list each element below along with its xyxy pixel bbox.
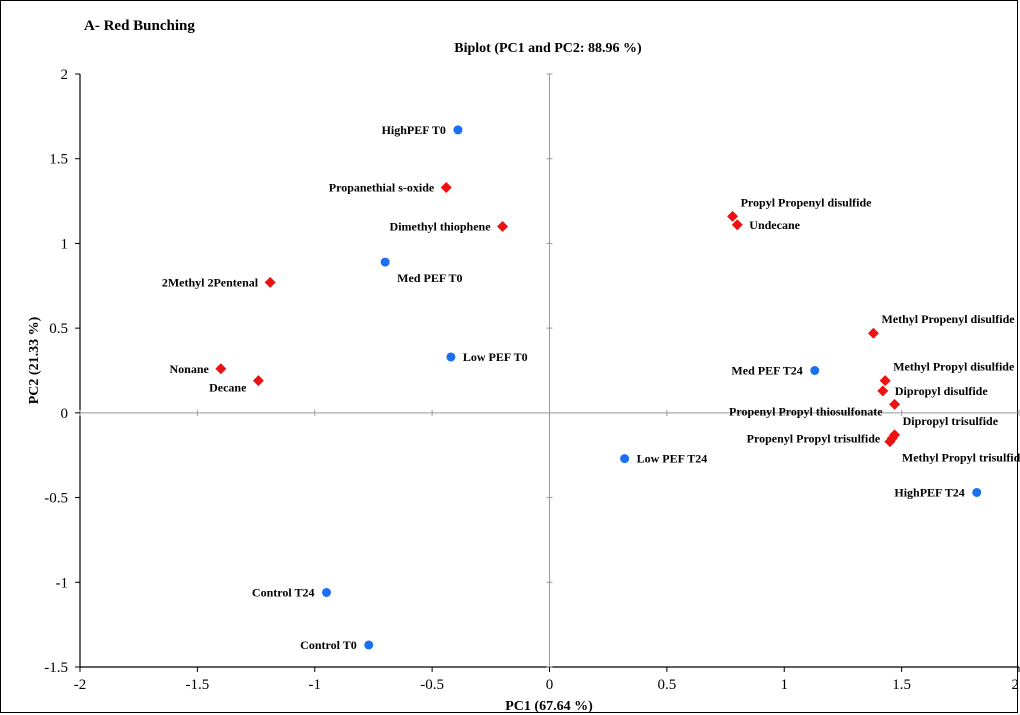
y-tick-label: -0.5: [44, 491, 68, 507]
x-tick-label: 2: [1012, 677, 1020, 693]
x-tick-label: -0.5: [420, 677, 444, 693]
x-tick-label: -1.5: [186, 677, 210, 693]
x-tick-label: 1.5: [892, 677, 911, 693]
variable-point: [727, 210, 739, 222]
variable-label: 2Methyl 2Pentenal: [162, 275, 259, 289]
y-axis-label: PC2 (21.33 %): [27, 316, 42, 404]
x-tick-label: 0.5: [658, 677, 677, 693]
variable-label: Dipropyl disulfide: [895, 384, 988, 398]
variable-point: [889, 398, 901, 410]
variable-label: Dipropyl trisulfide: [903, 414, 999, 428]
observation-label: Low PEF T0: [463, 350, 528, 364]
observation-label: Med PEF T0: [397, 271, 462, 285]
variable-label: Dimethyl thiophene: [390, 219, 492, 233]
variable-point: [731, 219, 743, 231]
variable-label: Decane: [209, 381, 247, 395]
observation-label: Control T24: [252, 585, 315, 599]
variable-point: [884, 436, 896, 448]
variable-point: [497, 220, 509, 232]
observation-point: [321, 587, 331, 597]
y-tick-label: 2: [61, 67, 69, 83]
observation-point: [380, 257, 390, 267]
variable-point: [877, 385, 889, 397]
x-axis-label: PC1 (67.64 %): [505, 699, 593, 714]
variable-point: [252, 375, 264, 387]
variable-point: [440, 182, 452, 194]
observation-label: HighPEF T0: [382, 123, 446, 137]
variable-point: [215, 363, 227, 375]
x-tick-label: -1: [309, 677, 322, 693]
observation-point: [810, 366, 820, 375]
y-tick-label: -1: [56, 575, 69, 591]
observation-label: Low PEF T24: [637, 452, 708, 466]
chart-title: Biplot (PC1 and PC2: 88.96 %): [454, 41, 642, 56]
variable-label: Nonane: [170, 362, 210, 376]
variable-point: [879, 375, 891, 387]
y-tick-label: 1.5: [49, 152, 68, 168]
variable-label: Propenyl Propyl thiosulfonate: [729, 404, 883, 418]
variable-label: Propenyl Propyl trisulfide: [747, 431, 881, 445]
observation-point: [364, 640, 374, 650]
variable-point: [264, 276, 276, 288]
observation-label: Med PEF T24: [731, 364, 802, 378]
y-tick-label: 0.5: [49, 321, 68, 337]
x-tick-label: 0: [546, 677, 554, 693]
x-tick-label: 1: [781, 677, 789, 693]
x-tick-label: -2: [74, 677, 87, 693]
y-tick-label: 0: [61, 406, 69, 422]
observation-point: [620, 454, 630, 464]
observation-label: HighPEF T24: [894, 485, 964, 499]
observation-point: [446, 352, 456, 362]
variable-label: Propyl Propenyl disulfide: [741, 195, 873, 209]
variable-label: Methyl Propyl trisulfide: [902, 451, 1020, 465]
variable-point: [867, 327, 879, 339]
panel-label: A- Red Bunching: [84, 18, 195, 34]
variable-label: Methyl Propyl disulfide: [893, 360, 1015, 374]
observation-point: [453, 125, 463, 135]
y-tick-label: 1: [61, 236, 69, 252]
variable-label: Undecane: [749, 218, 800, 232]
observation-label: Control T0: [300, 638, 357, 652]
variable-label: Methyl Propenyl disulfide: [881, 312, 1015, 326]
observation-point: [972, 487, 982, 497]
variable-label: Propanethial s-oxide: [329, 181, 435, 195]
y-tick-label: -1.5: [44, 660, 68, 676]
